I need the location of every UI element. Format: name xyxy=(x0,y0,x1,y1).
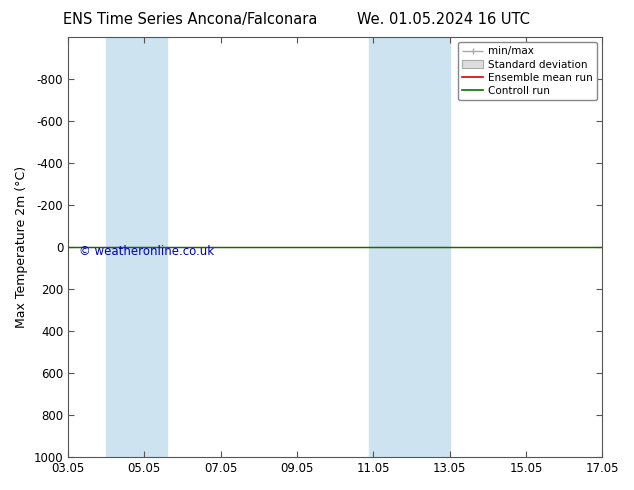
Legend: min/max, Standard deviation, Ensemble mean run, Controll run: min/max, Standard deviation, Ensemble me… xyxy=(458,42,597,100)
Bar xyxy=(107,37,167,457)
Text: © weatheronline.co.uk: © weatheronline.co.uk xyxy=(79,245,214,258)
Y-axis label: Max Temperature 2m (°C): Max Temperature 2m (°C) xyxy=(15,166,28,328)
Text: We. 01.05.2024 16 UTC: We. 01.05.2024 16 UTC xyxy=(358,12,530,27)
Text: ENS Time Series Ancona/Falconara: ENS Time Series Ancona/Falconara xyxy=(63,12,318,27)
Bar xyxy=(370,37,450,457)
